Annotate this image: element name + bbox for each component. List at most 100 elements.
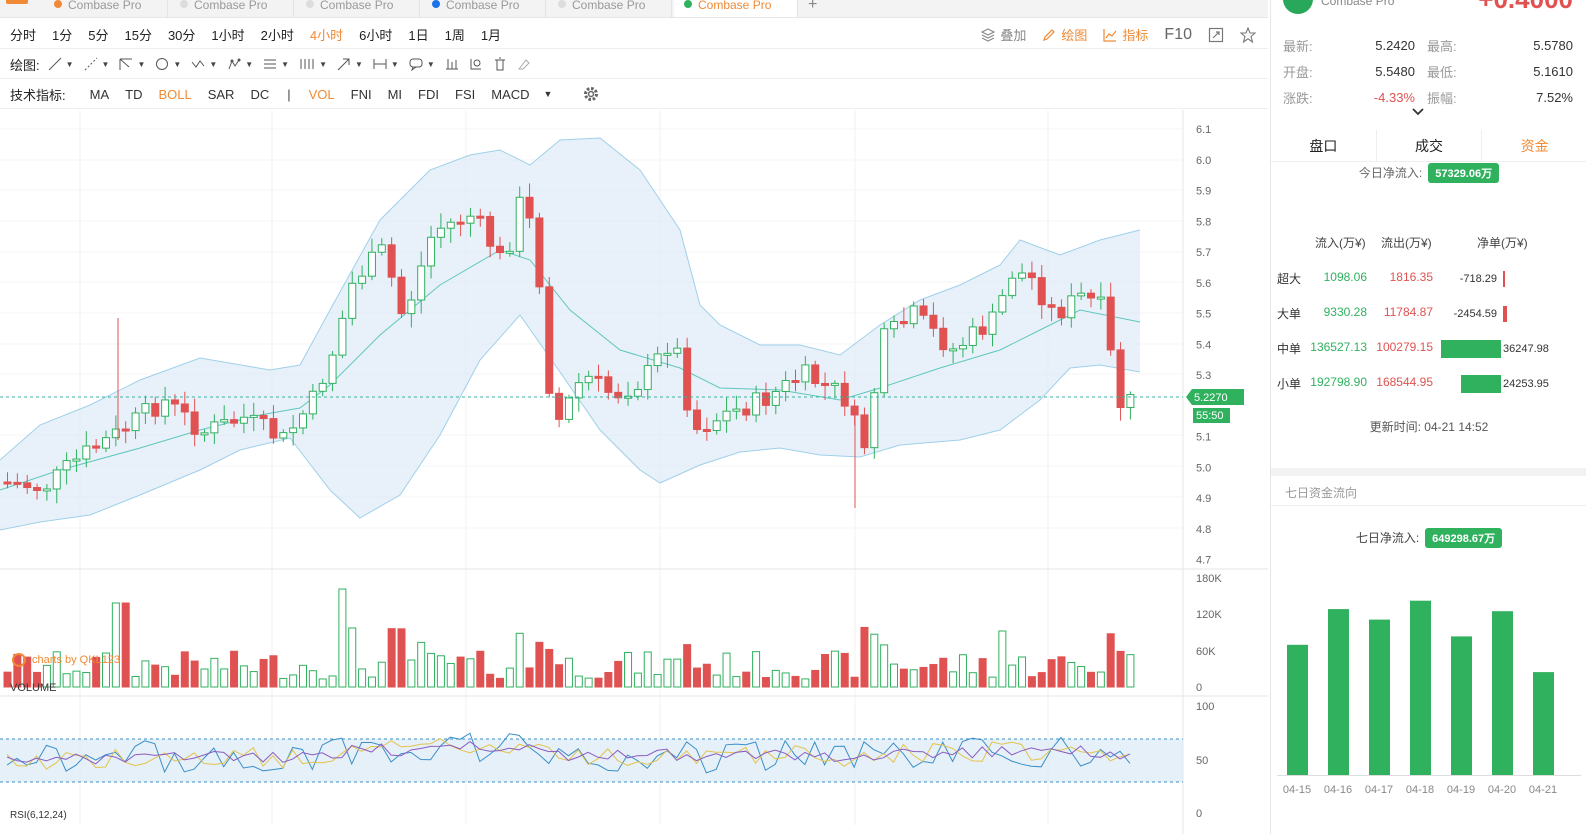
volume-bar [574, 675, 583, 688]
timeframe-2[interactable]: 5分 [88, 27, 109, 43]
add-tab-button[interactable]: + [808, 0, 818, 13]
volume-bar [830, 650, 839, 688]
star-icon[interactable] [1240, 26, 1256, 43]
fullscreen-icon[interactable] [1208, 27, 1224, 43]
volume-bar [771, 669, 780, 688]
sub-indicator-fsi[interactable]: FSI [455, 86, 476, 102]
volume-bar [958, 654, 967, 688]
eraser-button[interactable] [517, 57, 531, 71]
delete-drawings-button[interactable] [493, 57, 507, 71]
candle [752, 392, 761, 416]
timeframe-10[interactable]: 1周 [444, 27, 465, 43]
candle [121, 428, 130, 432]
candle [289, 427, 298, 434]
timeframe-1[interactable]: 1分 [52, 27, 73, 43]
channel-tool[interactable]: ▼ [119, 57, 145, 71]
more-indicators-caret-icon[interactable]: ▼ [543, 89, 553, 99]
timeframe-4[interactable]: 30分 [167, 27, 196, 43]
instrument-tab[interactable]: Combase Pro [548, 0, 672, 17]
volume-bar [436, 655, 445, 688]
tab-dot-icon [54, 0, 62, 8]
sub-indicator-mi[interactable]: MI [387, 86, 403, 102]
candle [584, 375, 593, 384]
channel-tool-icon [119, 58, 133, 70]
candle [1087, 292, 1095, 299]
range-tool[interactable]: ▼ [373, 57, 399, 71]
volume-axis-label: 180K [1196, 573, 1222, 585]
caret-down-icon: ▼ [101, 59, 110, 69]
timeframe-8[interactable]: 6小时 [359, 27, 393, 43]
sub-indicator-fni[interactable]: FNI [350, 86, 372, 102]
instrument-tab[interactable]: Combase Pro [422, 0, 546, 17]
timeframe-7[interactable]: 4小时 [309, 27, 344, 43]
sub-indicator-macd[interactable]: MACD [491, 86, 530, 102]
expand-stats-chevron-icon[interactable] [1411, 106, 1425, 120]
volume-bar [121, 602, 130, 688]
shape-tool[interactable]: ▼ [155, 57, 181, 71]
settings-gear-icon[interactable] [582, 85, 600, 103]
sub-indicator-vol[interactable]: VOL [308, 86, 335, 102]
indicator-button[interactable]: 指标 [1103, 25, 1148, 44]
instrument-tab[interactable]: Combase Pro [170, 0, 294, 17]
ray-tool[interactable]: ▼ [84, 57, 110, 71]
timeframe-11[interactable]: 1月 [480, 27, 502, 43]
arrow-icon [337, 58, 350, 71]
price-chart[interactable]: 6.1 6.0 5.9 5.8 5.7 5.6 5.5 5.4 5.3 5.1 5.0 4.9 4.8 4… [0, 110, 1268, 834]
instrument-tab[interactable]: Combase Pro [44, 0, 168, 17]
panel-tab-1[interactable]: 成交 [1377, 130, 1483, 161]
timeframe-9[interactable]: 1日 [408, 27, 429, 43]
fib-tool[interactable]: ▼ [263, 57, 289, 71]
instrument-tab[interactable]: Combase Pro [296, 0, 420, 17]
countdown-tag [1193, 408, 1230, 423]
panel-tab-0[interactable]: 盘口 [1271, 130, 1377, 161]
wave-tool[interactable]: ▼ [191, 57, 217, 71]
candle [1057, 306, 1066, 319]
flow-out: 11784.87 [1383, 305, 1433, 319]
indicator-sar[interactable]: SAR [207, 86, 235, 102]
seven-day-date: 04-21 [1529, 784, 1557, 796]
seven-day-title: 七日资金流向 [1285, 486, 1358, 500]
price-label-tool[interactable] [445, 57, 459, 71]
gann-tool[interactable]: ▼ [299, 57, 327, 71]
timeframe-3[interactable]: 15分 [124, 27, 152, 43]
today-net-inflow: 今日净流入: 57329.06万 [1271, 163, 1586, 183]
candle [52, 469, 61, 490]
pattern-tool[interactable]: ▼ [227, 57, 253, 71]
indicators-label: 技术指标: [10, 87, 66, 103]
f10-button[interactable]: F10 [1164, 25, 1192, 43]
flow-net: -718.29 [1459, 273, 1497, 285]
sub-indicator-fdi[interactable]: FDI [418, 86, 439, 102]
arrow-tool[interactable]: ▼ [337, 57, 363, 71]
today-net-inflow-badge: 57329.06万 [1428, 163, 1500, 183]
instrument-tab[interactable]: Combase Pro [674, 0, 798, 17]
quote-stats: 最新: 5.2420 最高: 5.5780 开盘: 5.5480 最低: 5.1610 涨跌: -… [1283, 32, 1573, 110]
volume-bar [1126, 654, 1135, 688]
draw-button[interactable]: 绘图 [1042, 25, 1087, 44]
candle [860, 414, 869, 449]
line-chart-icon [1103, 28, 1117, 42]
marker-tool[interactable] [469, 57, 483, 71]
timeframe-5[interactable]: 1小时 [211, 27, 245, 43]
note-tool[interactable]: ▼ [409, 57, 435, 71]
volume-bar [555, 664, 564, 688]
flow-in: 136527.13 [1310, 340, 1367, 354]
timeframe-6[interactable]: 2小时 [260, 27, 294, 43]
indicator-boll[interactable]: BOLL [158, 86, 192, 102]
tab-label: Combase Pro [698, 0, 772, 12]
timeframe-toolbar: 分时 1分 5分 15分 30分 1小时 2小时 4小时 6小时 1日 1周 1月 叠加 绘图 指标 … [0, 20, 1268, 49]
indicator-td[interactable]: TD [125, 86, 143, 102]
stat-key: 涨跌: [1283, 90, 1313, 106]
line-tool[interactable]: ▼ [48, 57, 74, 71]
indicator-ma[interactable]: MA [89, 86, 110, 102]
indicator-dc[interactable]: DC [250, 86, 270, 102]
panel-tab-2[interactable]: 资金 [1520, 138, 1549, 154]
overlay-button[interactable]: 叠加 [981, 25, 1026, 44]
candle [525, 196, 534, 219]
timeframe-0[interactable]: 分时 [10, 27, 37, 43]
chart-canvas[interactable]: 6.1 6.0 5.9 5.8 5.7 5.6 5.5 5.4 5.3 5.1 5.0 4.9 4.8 4… [0, 110, 1268, 834]
candle [761, 392, 770, 406]
candle [407, 299, 416, 315]
candle [663, 352, 672, 356]
candle [13, 481, 22, 485]
